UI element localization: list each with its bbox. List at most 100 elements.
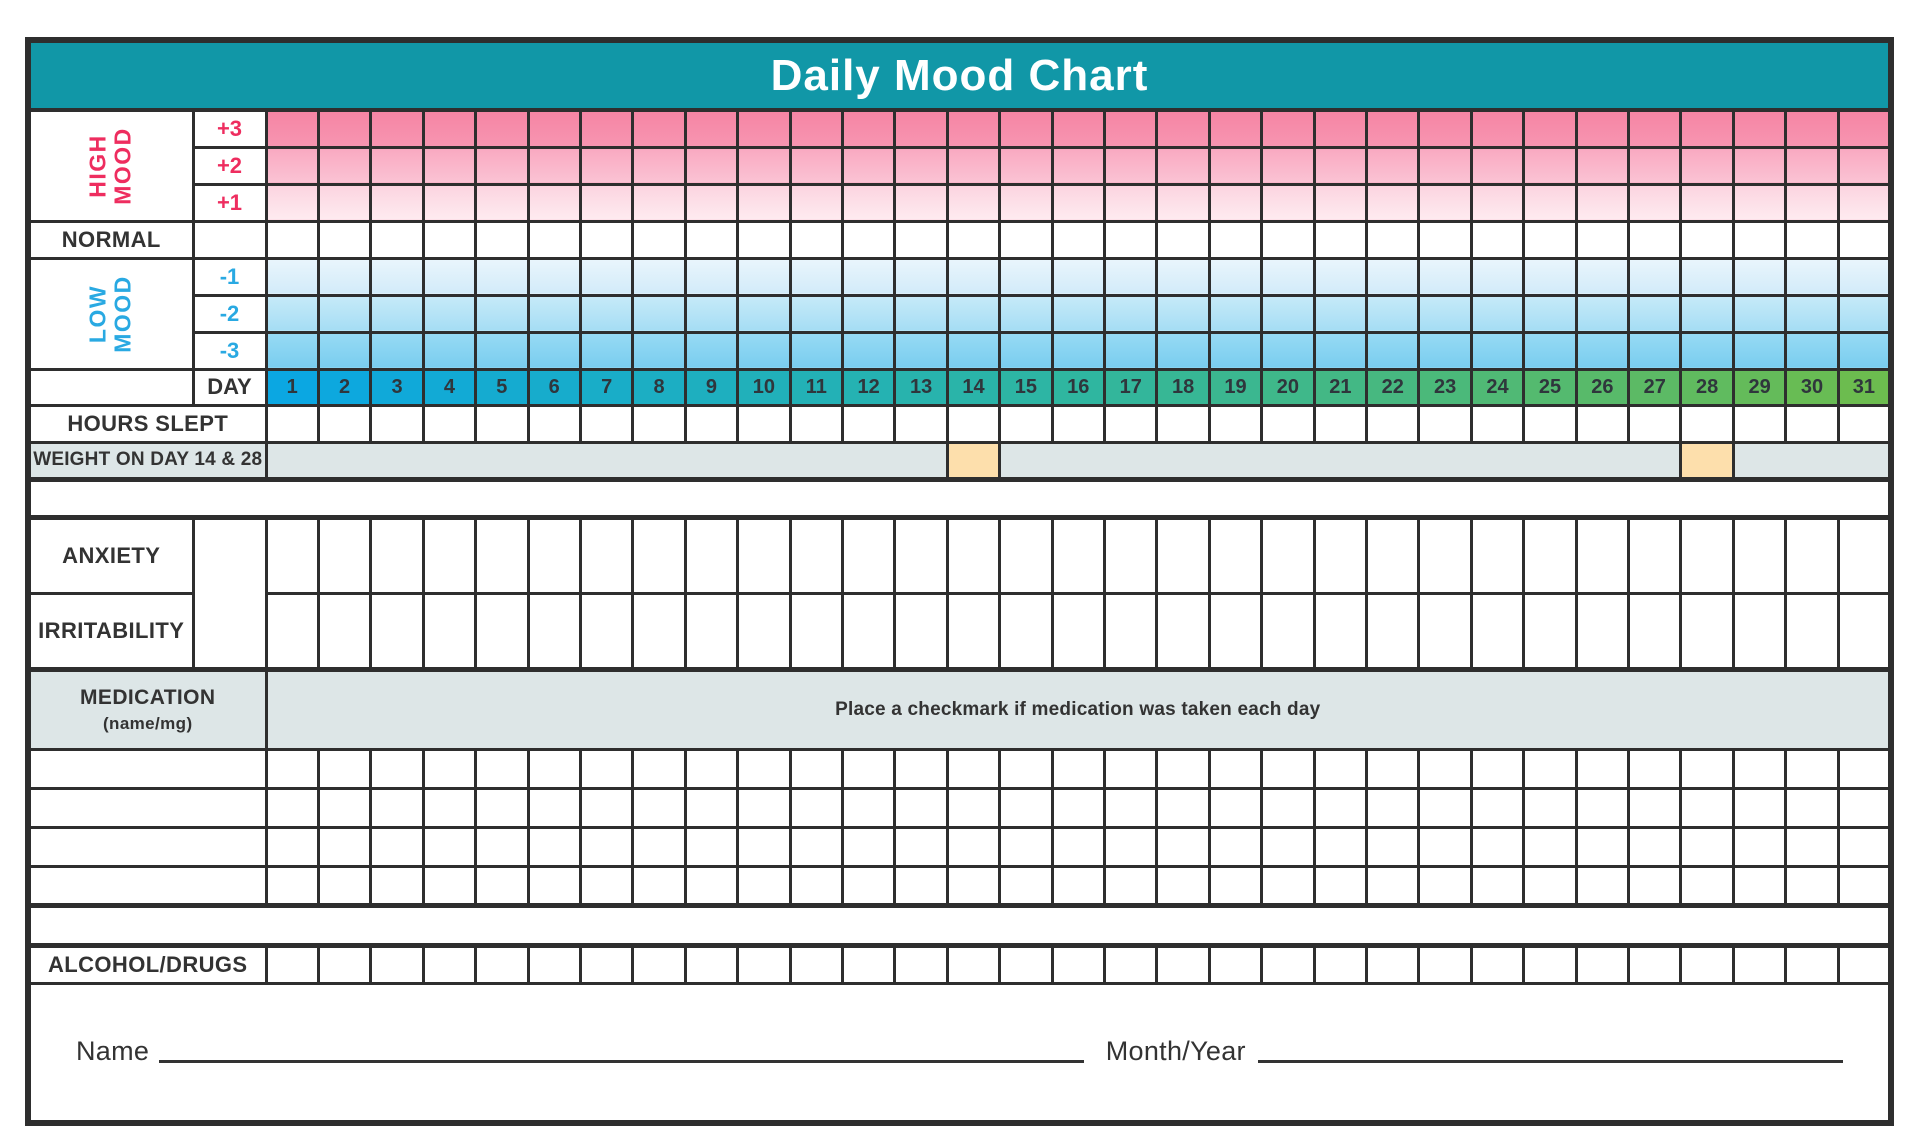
medication-check-cell[interactable] [1627,747,1683,790]
irritability-cell[interactable] [631,591,687,671]
mood-cell-plus2[interactable] [893,145,949,186]
mood-cell-plus3[interactable] [1679,108,1735,149]
irritability-cell[interactable] [1731,591,1788,671]
medication-check-cell[interactable] [840,747,897,790]
alcohol-drugs-cell[interactable] [1102,943,1159,985]
anxiety-cell[interactable] [1102,514,1159,595]
medication-check-cell[interactable] [1731,825,1788,868]
mood-cell-minus2[interactable] [1574,293,1631,334]
alcohol-drugs-cell[interactable] [1417,943,1473,985]
irritability-cell[interactable] [1207,591,1264,671]
normal-mood-cell[interactable] [788,219,844,260]
mood-cell-minus1[interactable] [369,256,425,297]
mood-cell-minus3[interactable] [945,330,1002,371]
mood-cell-minus3[interactable] [1050,330,1107,371]
alcohol-drugs-cell[interactable] [1365,943,1421,985]
mood-cell-minus1[interactable] [1731,256,1788,297]
medication-check-cell[interactable] [1522,786,1578,829]
mood-cell-minus1[interactable] [1469,256,1526,297]
weight-day14-cell[interactable] [945,440,1002,481]
anxiety-cell[interactable] [1050,514,1107,595]
mood-cell-plus1[interactable] [421,182,478,223]
mood-cell-plus3[interactable] [1836,108,1893,149]
medication-check-cell[interactable] [893,825,949,868]
mood-cell-plus3[interactable] [1102,108,1159,149]
mood-cell-minus2[interactable] [1102,293,1159,334]
mood-cell-minus2[interactable] [1784,293,1840,334]
anxiety-cell[interactable] [1312,514,1369,595]
medication-name-cell[interactable] [26,786,268,829]
mood-cell-minus2[interactable] [683,293,740,334]
mood-cell-plus2[interactable] [1679,145,1735,186]
medication-check-cell[interactable] [736,825,792,868]
medication-check-cell[interactable] [474,747,530,790]
mood-cell-plus1[interactable] [1102,182,1159,223]
mood-cell-plus1[interactable] [788,182,844,223]
medication-check-cell[interactable] [1365,747,1421,790]
mood-cell-plus2[interactable] [945,145,1002,186]
normal-mood-cell[interactable] [264,219,320,260]
mood-cell-minus3[interactable] [316,330,373,371]
anxiety-cell[interactable] [316,514,373,595]
mood-cell-plus1[interactable] [474,182,530,223]
mood-cell-minus2[interactable] [369,293,425,334]
anxiety-cell[interactable] [840,514,897,595]
hours-slept-cell[interactable] [1731,403,1788,444]
anxiety-cell[interactable] [264,514,320,595]
mood-cell-minus3[interactable] [998,330,1054,371]
medication-check-cell[interactable] [526,786,582,829]
medication-check-cell[interactable] [1731,864,1788,907]
alcohol-drugs-cell[interactable] [421,943,478,985]
medication-check-cell[interactable] [683,825,740,868]
hours-slept-cell[interactable] [1784,403,1840,444]
hours-slept-cell[interactable] [1627,403,1683,444]
medication-check-cell[interactable] [1836,747,1893,790]
mood-cell-minus1[interactable] [945,256,1002,297]
mood-cell-minus1[interactable] [1050,256,1107,297]
mood-cell-plus3[interactable] [840,108,897,149]
medication-check-cell[interactable] [840,825,897,868]
mood-cell-plus2[interactable] [998,145,1054,186]
mood-cell-plus2[interactable] [788,145,844,186]
irritability-cell[interactable] [316,591,373,671]
mood-cell-plus3[interactable] [1260,108,1316,149]
alcohol-drugs-cell[interactable] [840,943,897,985]
anxiety-cell[interactable] [1155,514,1211,595]
normal-mood-cell[interactable] [1731,219,1788,260]
hours-slept-cell[interactable] [369,403,425,444]
alcohol-drugs-cell[interactable] [474,943,530,985]
medication-check-cell[interactable] [998,786,1054,829]
anxiety-cell[interactable] [1522,514,1578,595]
mood-cell-minus3[interactable] [1522,330,1578,371]
mood-cell-minus3[interactable] [264,330,320,371]
anxiety-cell[interactable] [1731,514,1788,595]
mood-cell-plus1[interactable] [1417,182,1473,223]
hours-slept-cell[interactable] [1260,403,1316,444]
medication-check-cell[interactable] [945,786,1002,829]
hours-slept-cell[interactable] [1522,403,1578,444]
alcohol-drugs-cell[interactable] [1679,943,1735,985]
anxiety-cell[interactable] [526,514,582,595]
mood-cell-minus3[interactable] [578,330,635,371]
mood-cell-plus3[interactable] [526,108,582,149]
mood-cell-minus1[interactable] [474,256,530,297]
mood-cell-minus3[interactable] [1155,330,1211,371]
mood-cell-minus1[interactable] [788,256,844,297]
medication-check-cell[interactable] [998,747,1054,790]
medication-check-cell[interactable] [1207,864,1264,907]
medication-check-cell[interactable] [1679,747,1735,790]
mood-cell-plus2[interactable] [1207,145,1264,186]
mood-cell-minus1[interactable] [736,256,792,297]
medication-check-cell[interactable] [1155,825,1211,868]
irritability-cell[interactable] [840,591,897,671]
mood-cell-minus1[interactable] [1574,256,1631,297]
medication-check-cell[interactable] [1679,786,1735,829]
normal-mood-cell[interactable] [683,219,740,260]
mood-cell-plus2[interactable] [316,145,373,186]
medication-check-cell[interactable] [369,747,425,790]
normal-mood-cell[interactable] [1469,219,1526,260]
mood-cell-plus2[interactable] [1574,145,1631,186]
normal-mood-cell[interactable] [1627,219,1683,260]
mood-cell-minus2[interactable] [578,293,635,334]
alcohol-drugs-cell[interactable] [631,943,687,985]
